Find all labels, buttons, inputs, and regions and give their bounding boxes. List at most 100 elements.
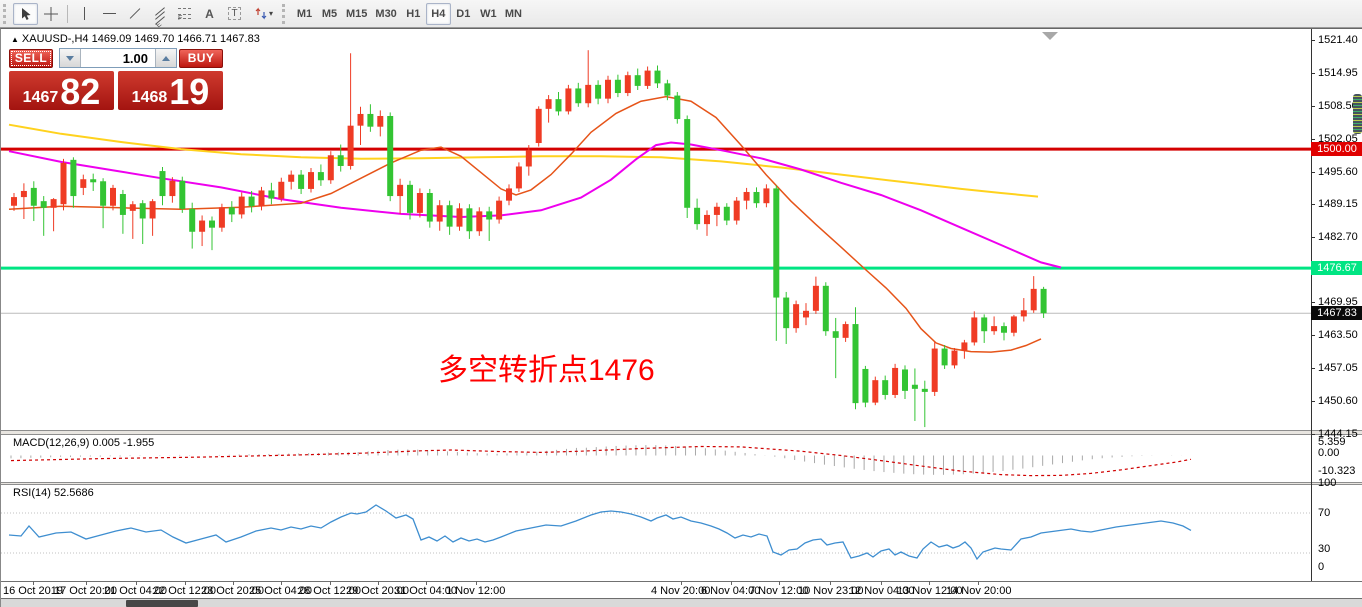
time-axis-tick <box>881 581 882 585</box>
horizontal-scrollbar-thumb[interactable] <box>126 600 198 607</box>
tf-button-m30[interactable]: M30 <box>375 7 397 20</box>
crosshair-icon <box>43 6 58 21</box>
cursor-icon <box>21 7 31 20</box>
sell-price-display[interactable]: 1467 82 <box>9 71 114 110</box>
crosshair-tool-button[interactable] <box>38 3 63 25</box>
time-axis-tick <box>681 581 682 585</box>
time-axis-tick <box>281 581 282 585</box>
toolbar-grip-2[interactable] <box>282 3 289 24</box>
time-axis-label: 12 Nov 04:00 <box>849 585 915 597</box>
macd-axis-label: -10.323 <box>1318 465 1356 477</box>
price-tick <box>1311 204 1315 205</box>
arrows-icon <box>255 7 267 20</box>
macd-label: MACD(12,26,9) 0.005 -1.955 <box>13 437 155 449</box>
price-tick-label: 1495.60 <box>1318 166 1358 178</box>
time-axis-label: 16 Oct 2019 <box>3 585 63 597</box>
text-label-icon: T <box>228 7 241 20</box>
sell-price-small: 1467 <box>22 89 59 106</box>
time-axis-label: 29 Oct 20:00 <box>346 585 409 597</box>
volume-input[interactable]: 1.00 <box>122 50 148 66</box>
price-level-badge: 1476.67 <box>1311 261 1362 275</box>
pane-splitter-macd[interactable] <box>1 430 1362 435</box>
fibonacci-icon: F <box>178 8 191 22</box>
time-axis-tick <box>233 581 234 585</box>
text-tool-button[interactable]: A <box>197 3 222 25</box>
toolbar-separator <box>67 4 68 23</box>
ma-slow-yellow <box>8 123 1039 198</box>
tf-button-mn[interactable]: MN <box>504 7 522 20</box>
time-axis-label: 10 Nov 23:00 <box>798 585 864 597</box>
time-axis-label: 6 Nov 04:00 <box>701 585 761 597</box>
macd-axis-label: 0.00 <box>1318 447 1340 459</box>
time-axis-tick <box>185 581 186 585</box>
trendline-tool-button[interactable] <box>122 3 147 25</box>
time-axis-label: 17 Oct 20:00 <box>54 585 117 597</box>
ma-mid-magenta <box>8 141 1062 269</box>
sell-price-big: 82 <box>60 71 101 113</box>
horizontal-line-icon <box>103 13 116 14</box>
time-axis-label: 14 Nov 20:00 <box>946 585 1012 597</box>
price-tick <box>1311 40 1315 41</box>
price-tick-label: 1508.50 <box>1318 100 1358 112</box>
price-chart-canvas[interactable] <box>1 29 1311 430</box>
price-tick <box>1311 401 1315 402</box>
time-axis-label: 13 Nov 12:00 <box>897 585 963 597</box>
time-axis-tick <box>426 581 427 585</box>
time-axis-tick <box>136 581 137 585</box>
volume-decrease-button[interactable] <box>60 49 81 67</box>
tf-button-w1[interactable]: W1 <box>480 7 497 20</box>
tf-button-h4[interactable]: H4 <box>425 2 451 25</box>
horizontal-line-tool-button[interactable] <box>97 3 122 25</box>
time-axis-label: 21 Oct 04:00 <box>104 585 167 597</box>
chevron-down-icon: ▾ <box>268 9 273 18</box>
time-axis-label: 7 Nov 12:00 <box>749 585 809 597</box>
text-label-tool-button[interactable]: T <box>222 3 247 25</box>
rsi-pane-canvas[interactable] <box>1 485 1311 581</box>
price-tick-label: 1482.70 <box>1318 231 1358 243</box>
toolbar-grip[interactable] <box>3 3 10 24</box>
price-tick <box>1311 73 1315 74</box>
time-axis-label: 25 Oct 04:00 <box>249 585 312 597</box>
chart-annotation-text: 多空转折点1476 <box>438 354 655 387</box>
time-axis-tick <box>330 581 331 585</box>
buy-price-small: 1468 <box>131 89 168 106</box>
buy-price-display[interactable]: 1468 19 <box>118 71 223 110</box>
time-axis-label: 4 Nov 20:00 <box>651 585 711 597</box>
volume-increase-button[interactable] <box>155 49 176 67</box>
rsi-label: RSI(14) 52.5686 <box>13 487 94 499</box>
fibonacci-tool-button[interactable]: F <box>172 3 197 25</box>
arrow-down-icon <box>66 55 74 61</box>
volume-spinner: 1.00 <box>59 48 177 68</box>
tf-button-h1[interactable]: H1 <box>406 7 421 20</box>
price-tick-label: 1463.50 <box>1318 329 1358 341</box>
rsi-axis-label: 30 <box>1318 543 1331 555</box>
price-tick-label: 1450.60 <box>1318 395 1358 407</box>
buy-button[interactable]: BUY <box>179 48 223 68</box>
vertical-line-tool-button[interactable] <box>72 3 97 25</box>
time-axis-label: 1 Nov 12:00 <box>446 585 506 597</box>
arrows-tool-button[interactable]: ▾ <box>247 3 281 25</box>
tf-button-m15[interactable]: M15 <box>346 7 368 20</box>
time-axis-tick <box>731 581 732 585</box>
tf-button-m1[interactable]: M1 <box>296 7 313 20</box>
equidistant-channel-tool-button[interactable]: E <box>147 3 172 29</box>
macd-pane-canvas[interactable] <box>1 435 1311 482</box>
sell-button[interactable]: SELL <box>9 48 53 68</box>
buy-price-big: 19 <box>169 71 210 113</box>
time-axis-tick <box>779 581 780 585</box>
tf-button-m5[interactable]: M5 <box>321 7 338 20</box>
pane-splitter-rsi[interactable] <box>1 482 1362 485</box>
time-axis-tick <box>33 581 34 585</box>
tf-button-d1[interactable]: D1 <box>456 7 471 20</box>
arrow-up-icon <box>162 55 170 61</box>
price-tick <box>1311 237 1315 238</box>
time-axis-label: 22 Oct 12:00 <box>153 585 216 597</box>
horizontal-scrollbar[interactable] <box>1 598 1362 607</box>
vertical-scrollbar-thumb[interactable] <box>1353 94 1362 134</box>
symbol-marker-icon: ▲ <box>11 35 19 44</box>
cursor-tool-button[interactable] <box>13 2 38 25</box>
price-tick <box>1311 106 1315 107</box>
current-price-badge: 1467.83 <box>1311 306 1362 320</box>
time-axis-tick <box>929 581 930 585</box>
